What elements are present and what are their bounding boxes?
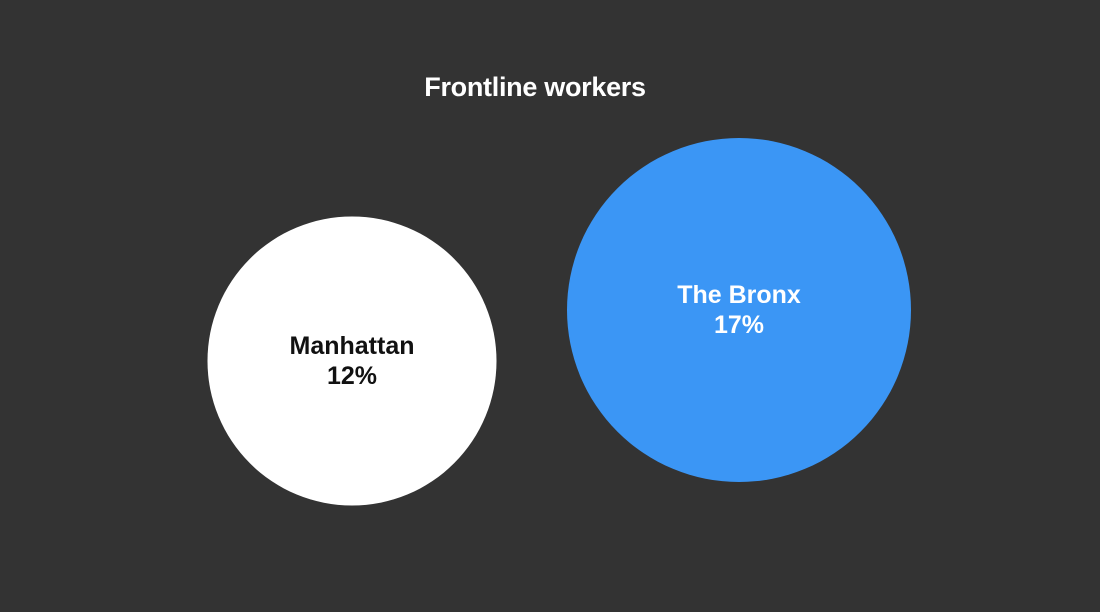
bubble-circle-the-bronx	[567, 138, 911, 482]
chart-title: Frontline workers	[424, 72, 646, 102]
bubble-circle-manhattan	[207, 216, 497, 506]
bubble-category-label: The Bronx	[677, 281, 801, 309]
bubble-value-label: 12%	[327, 362, 377, 390]
bubble-value-label: 17%	[714, 311, 764, 339]
bubble-category-label: Manhattan	[290, 332, 415, 360]
